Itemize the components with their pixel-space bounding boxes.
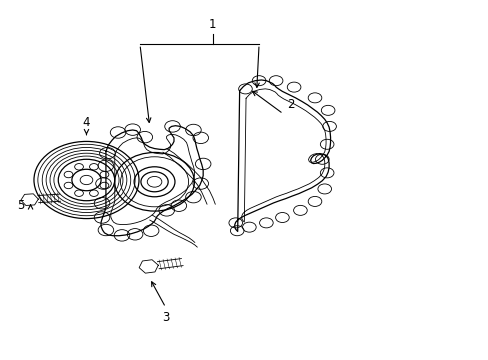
Text: 1: 1 <box>209 18 216 31</box>
Text: 5: 5 <box>17 198 24 212</box>
Text: 4: 4 <box>82 116 90 129</box>
Text: 3: 3 <box>162 311 169 324</box>
Text: 2: 2 <box>286 99 294 112</box>
